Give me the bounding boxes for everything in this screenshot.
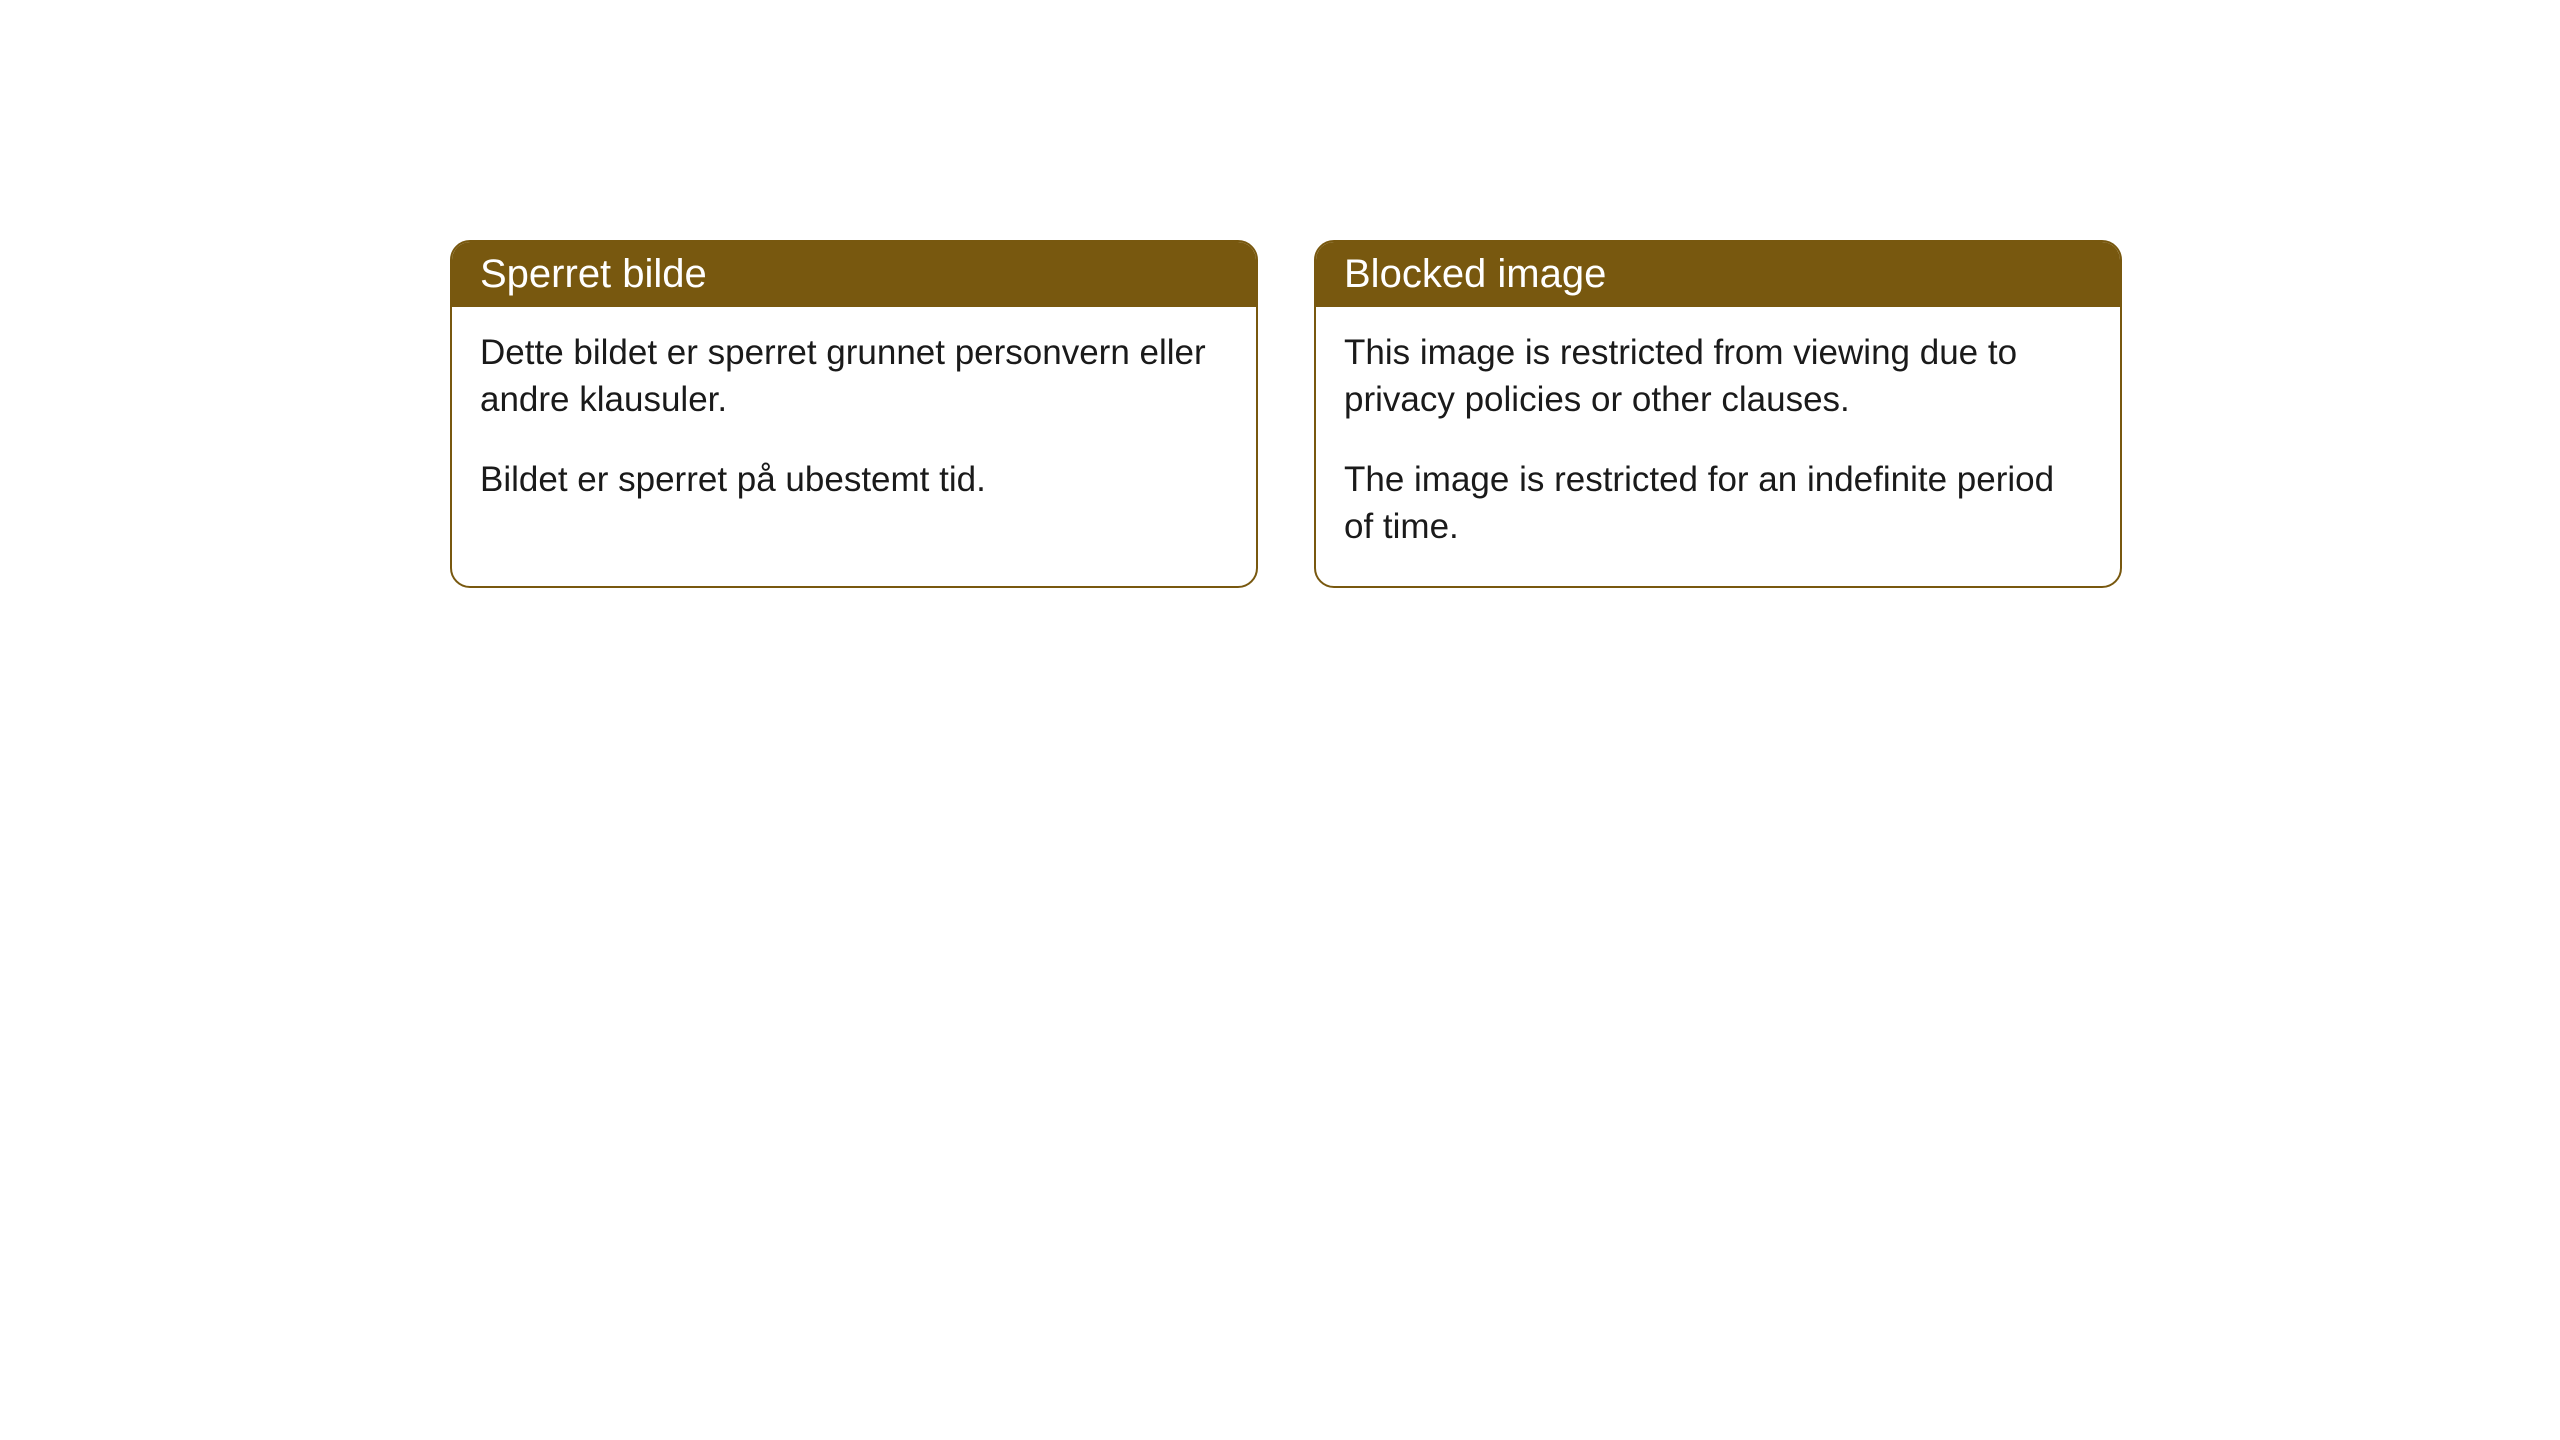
card-paragraph: This image is restricted from viewing du…: [1344, 329, 2092, 424]
spacer: [480, 424, 1228, 456]
card-body: Dette bildet er sperret grunnet personve…: [452, 307, 1256, 539]
card-paragraph: Bildet er sperret på ubestemt tid.: [480, 456, 1228, 503]
card-body: This image is restricted from viewing du…: [1316, 307, 2120, 586]
card-paragraph: The image is restricted for an indefinit…: [1344, 456, 2092, 551]
spacer: [1344, 424, 2092, 456]
notice-cards-container: Sperret bilde Dette bildet er sperret gr…: [450, 240, 2122, 588]
card-header: Sperret bilde: [452, 242, 1256, 307]
blocked-image-card-english: Blocked image This image is restricted f…: [1314, 240, 2122, 588]
card-title: Blocked image: [1344, 252, 1606, 296]
card-title: Sperret bilde: [480, 252, 707, 296]
card-paragraph: Dette bildet er sperret grunnet personve…: [480, 329, 1228, 424]
card-header: Blocked image: [1316, 242, 2120, 307]
blocked-image-card-norwegian: Sperret bilde Dette bildet er sperret gr…: [450, 240, 1258, 588]
